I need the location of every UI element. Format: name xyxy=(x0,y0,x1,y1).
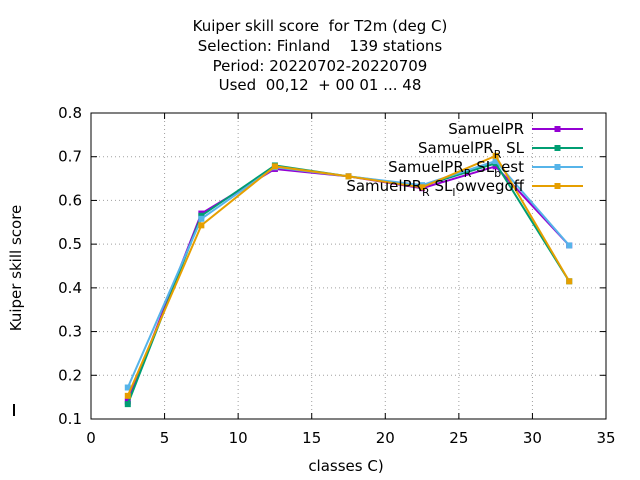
data-point xyxy=(124,384,131,391)
legend-marker xyxy=(554,183,561,189)
legend-entry: SamuelPRR SL xyxy=(418,139,525,161)
data-point xyxy=(492,152,499,159)
data-point xyxy=(566,278,573,285)
data-point xyxy=(566,242,573,249)
legend-entry: SamuelPRR SLlowvegoff xyxy=(346,177,524,199)
y-tick-label: 0.4 xyxy=(58,279,82,297)
data-point xyxy=(492,163,499,170)
y-tick-label: 0.8 xyxy=(58,104,82,122)
x-tick-label: 15 xyxy=(302,429,321,447)
y-tick-label: 0.3 xyxy=(58,323,82,341)
y-tick-label: 0.7 xyxy=(58,148,82,166)
x-tick-label: 10 xyxy=(229,429,248,447)
legend-marker xyxy=(554,145,561,151)
chart-title-line-2: Selection: Finland 139 stations xyxy=(197,37,443,55)
data-point xyxy=(419,184,426,191)
x-tick-label: 5 xyxy=(160,429,170,447)
data-point xyxy=(345,173,352,180)
y-tick-label: 0.6 xyxy=(58,191,82,209)
x-tick-label: 25 xyxy=(449,429,468,447)
legend-entry: SamuelPR xyxy=(448,120,524,138)
legend-marker xyxy=(554,164,561,170)
x-tick-label: 0 xyxy=(86,429,96,447)
x-tick-label: 35 xyxy=(596,429,615,447)
x-tick-label: 20 xyxy=(376,429,395,447)
legend-marker xyxy=(554,126,561,132)
data-point xyxy=(198,222,205,229)
chart-title-line-1: Kuiper skill score for T2m (deg C) xyxy=(192,17,448,35)
series-line xyxy=(126,162,571,405)
data-point xyxy=(124,401,131,408)
axis-marker xyxy=(13,404,15,416)
legend-entry: SamuelPRR SLbest xyxy=(388,158,524,180)
y-tick-label: 0.2 xyxy=(58,366,82,384)
plot-frame xyxy=(90,112,607,420)
chart-title-line-3: Period: 20220702-20220709 xyxy=(212,57,428,75)
data-point xyxy=(492,158,499,165)
series-line xyxy=(126,165,570,402)
x-tick-label: 30 xyxy=(523,429,542,447)
x-axis-label: classes C) xyxy=(308,457,384,475)
y-tick-label: 0.5 xyxy=(58,235,82,253)
data-point xyxy=(124,392,131,399)
data-point xyxy=(198,212,205,219)
y-axis-label: Kuiper skill score xyxy=(7,204,25,332)
data-point xyxy=(271,163,278,170)
y-tick-label: 0.1 xyxy=(58,410,82,428)
data-point xyxy=(198,215,205,222)
chart-title-line-4: Used 00,12 + 00 01 ... 48 xyxy=(218,76,422,94)
series-line xyxy=(126,159,570,388)
